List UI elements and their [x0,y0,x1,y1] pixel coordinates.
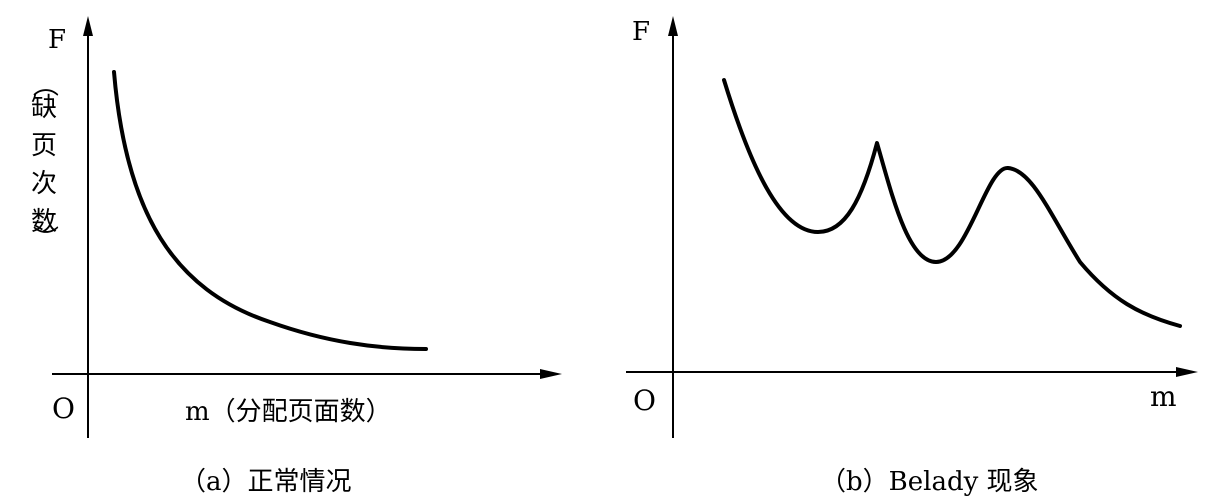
chart-b-caption: （b）Belady 现象 [820,467,1039,497]
chart-a-y-sublabel-char: 缺 [31,93,57,123]
chart-a-caption: （a）正常情况 [180,467,352,497]
chart-a-y-sublabel-char: ） [29,225,59,251]
chart-b-x-axis-arrow [1176,367,1198,377]
chart-a-origin-label: O [52,392,75,425]
chart-a-x-label: m（分配页面数） [185,397,392,427]
chart-a: F （ 缺 页 次 数 ） O m（分配页面数） （a）正常情况 [29,16,562,497]
chart-a-x-axis-arrow [540,369,562,379]
chart-a-y-sublabel-char: （ [29,71,59,97]
chart-a-y-sublabel: （ 缺 页 次 数 ） [29,71,59,251]
chart-b-origin-label: O [633,384,656,417]
chart-a-y-axis-arrow [83,16,93,36]
chart-a-y-sublabel-char: 数 [31,207,57,237]
chart-b-y-axis-arrow [668,16,678,36]
chart-b-x-label: m [1150,380,1177,413]
chart-a-y-sublabel-char: 次 [31,169,57,199]
chart-a-series-line [112,70,428,351]
chart-b: F O m （b）Belady 现象 [626,16,1198,497]
chart-a-y-label: F [48,25,66,55]
chart-b-y-label: F [632,17,650,47]
chart-b-series-line [722,78,1182,328]
chart-a-y-sublabel-char: 页 [31,131,57,161]
